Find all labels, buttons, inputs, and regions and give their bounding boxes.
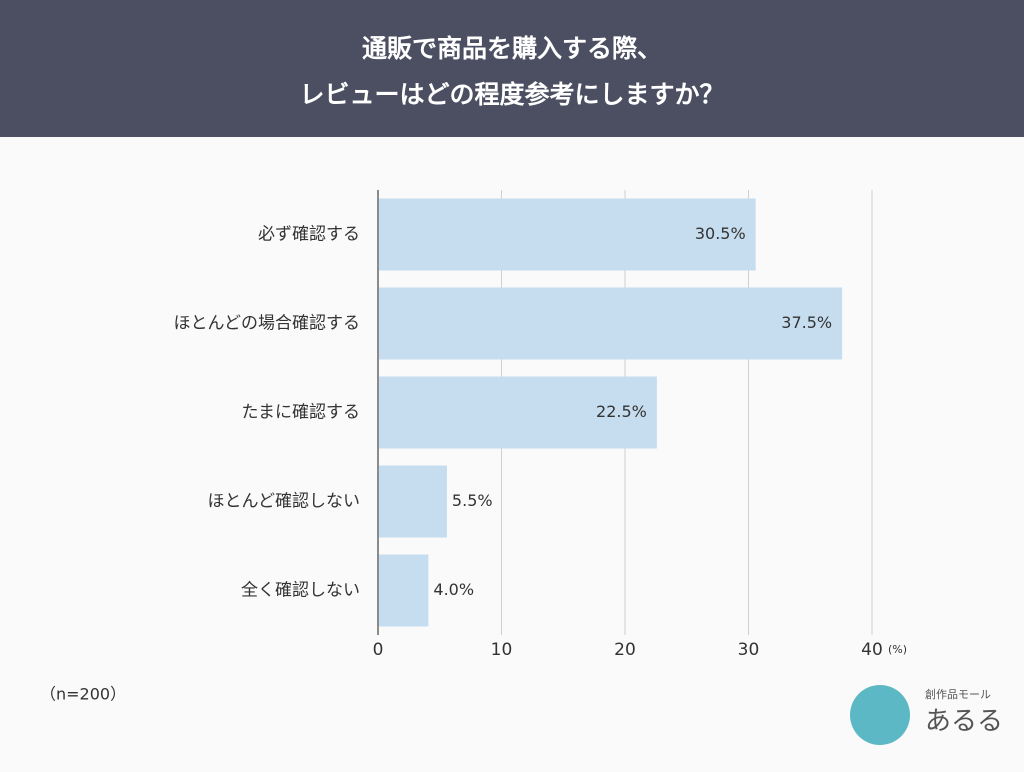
- y-tick-label: ほとんど確認しない: [208, 492, 361, 512]
- x-tick-label: 30: [738, 640, 760, 660]
- bar: [379, 554, 429, 627]
- x-unit: (%): [888, 643, 907, 656]
- logo-icon: [850, 685, 910, 745]
- bar: [379, 465, 447, 538]
- chart-title: レビューはどの程度参考にしますか？: [299, 80, 724, 109]
- y-tick-label: たまに確認する: [242, 403, 361, 423]
- logo-tagline: 創作品モール: [925, 687, 991, 701]
- value-label: 22.5%: [596, 402, 647, 421]
- x-tick-label: 20: [614, 640, 636, 660]
- y-tick-label: 全く確認しない: [241, 581, 360, 601]
- bar: [379, 287, 843, 360]
- value-label: 30.5%: [695, 224, 746, 243]
- y-tick-label: ほとんどの場合確認する: [174, 314, 361, 334]
- value-label: 37.5%: [781, 313, 832, 332]
- bar: [379, 198, 756, 271]
- note: （n=200）: [40, 685, 126, 704]
- x-tick-label: 0: [373, 640, 384, 660]
- value-label: 4.0%: [433, 580, 474, 599]
- value-label: 5.5%: [452, 491, 493, 510]
- x-tick-label: 40: [861, 640, 883, 660]
- bar: [379, 376, 657, 449]
- chart-title: 通販で商品を購入する際、: [362, 34, 662, 63]
- y-tick-label: 必ず確認する: [258, 225, 360, 245]
- logo-name: あるる: [925, 707, 1003, 737]
- x-tick-label: 10: [491, 640, 513, 660]
- header: [0, 0, 1024, 137]
